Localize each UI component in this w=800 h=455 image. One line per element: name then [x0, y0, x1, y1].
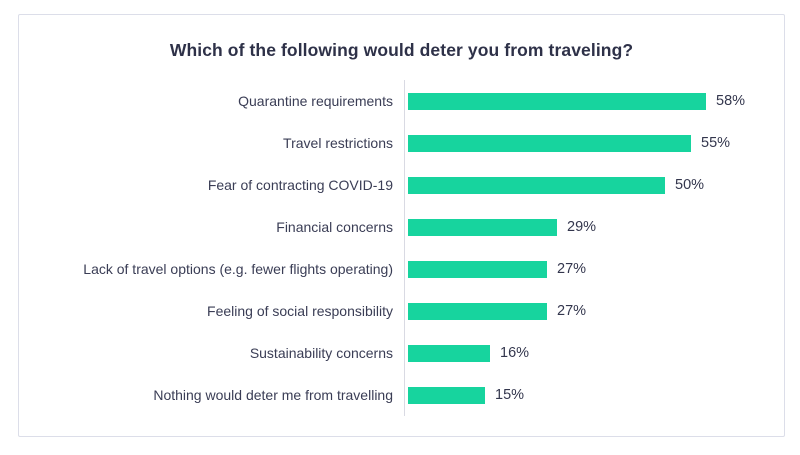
bar-track: 27% — [404, 248, 784, 290]
chart-row: Lack of travel options (e.g. fewer fligh… — [19, 248, 784, 290]
bar-track: 55% — [404, 122, 784, 164]
category-label: Financial concerns — [276, 219, 393, 235]
category-label: Nothing would deter me from travelling — [153, 387, 393, 403]
bar-track: 27% — [404, 290, 784, 332]
category-label: Quarantine requirements — [238, 93, 393, 109]
value-label: 27% — [557, 303, 587, 319]
chart-row: Quarantine requirements 58% — [19, 80, 784, 122]
bar — [408, 344, 490, 362]
chart-row: Feeling of social responsibility 27% — [19, 290, 784, 332]
value-label: 16% — [500, 345, 530, 361]
category-label: Sustainability concerns — [249, 345, 393, 361]
chart-row: Financial concerns 29% — [19, 206, 784, 248]
value-label: 27% — [557, 261, 587, 277]
bar — [408, 218, 557, 236]
category-label: Travel restrictions — [283, 135, 393, 151]
bar — [408, 92, 706, 110]
chart-row: Travel restrictions 55% — [19, 122, 784, 164]
bar — [408, 386, 485, 404]
bar — [408, 134, 691, 152]
value-label: 58% — [716, 93, 746, 109]
value-label: 29% — [567, 219, 597, 235]
category-label: Feeling of social responsibility — [207, 303, 393, 319]
bar — [408, 302, 547, 320]
value-label: 55% — [701, 135, 731, 151]
category-label: Lack of travel options (e.g. fewer fligh… — [83, 261, 393, 277]
value-label: 15% — [495, 387, 525, 403]
bar-track: 15% — [404, 374, 784, 416]
bar-track: 58% — [404, 80, 784, 122]
category-label: Fear of contracting COVID-19 — [207, 177, 393, 193]
bar — [408, 260, 547, 278]
bar-track: 16% — [404, 332, 784, 374]
value-label: 50% — [675, 177, 705, 193]
bar-track: 29% — [404, 206, 784, 248]
bar — [408, 176, 665, 194]
chart-row: Fear of contracting COVID-19 50% — [19, 164, 784, 206]
bar-chart: Quarantine requirements 58% Travel restric… — [19, 80, 784, 416]
chart-row: Sustainability concerns 16% — [19, 332, 784, 374]
chart-card: Which of the following would deter you f… — [18, 14, 785, 437]
chart-row: Nothing would deter me from travelling 15… — [19, 374, 784, 416]
chart-title: Which of the following would deter you f… — [169, 40, 634, 60]
bar-track: 50% — [404, 164, 784, 206]
